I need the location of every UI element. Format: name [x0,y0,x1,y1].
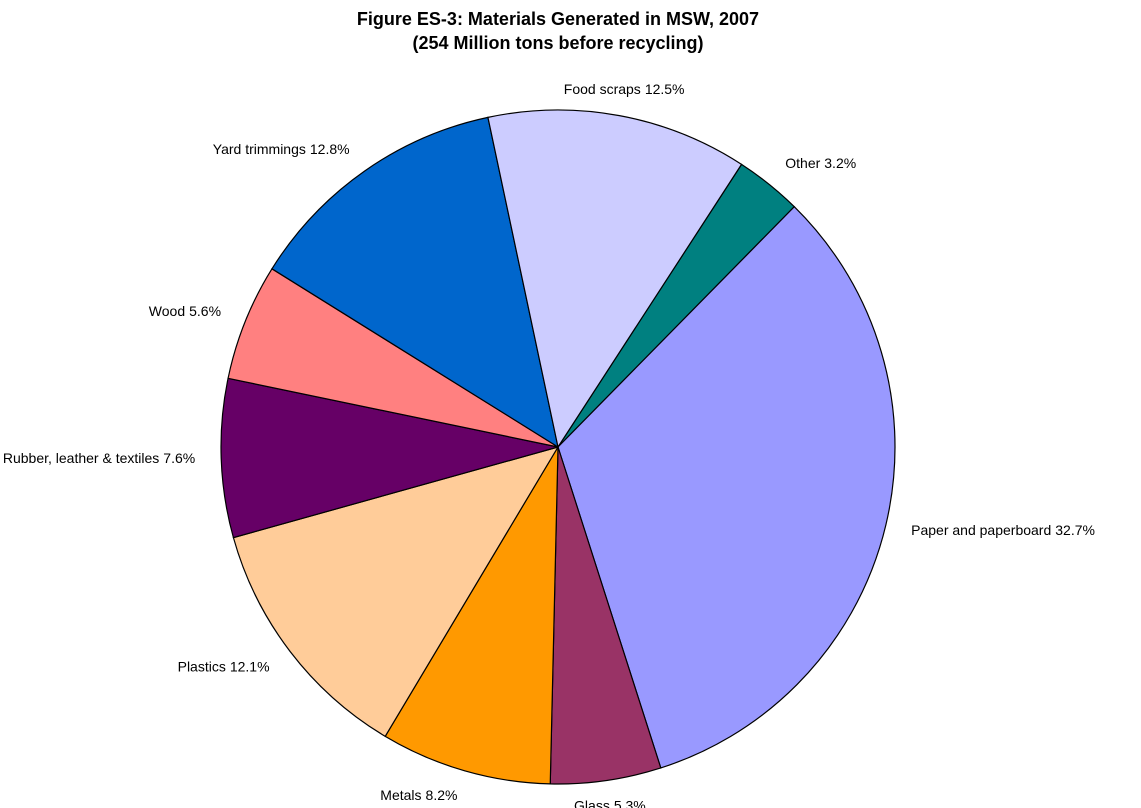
slice-label-name: Other [785,155,820,171]
slice-label-value: 8.2% [426,787,458,803]
slice-label-value: 3.2% [824,155,856,171]
slice-label: Food scraps 12.5% [564,81,685,97]
slice-label: Glass 5.3% [574,797,646,808]
slice-label-value: 32.7% [1055,522,1095,538]
slice-label-value: 12.5% [645,81,685,97]
chart-subtitle: (254 Million tons before recycling) [412,33,703,53]
slice-label-name: Paper and paperboard [911,522,1051,538]
slice-label: Paper and paperboard 32.7% [911,522,1095,538]
pie-slice [271,116,559,449]
slice-label: Yard trimmings 12.8% [213,140,350,156]
slice-label-name: Plastics [178,658,226,674]
slice-label-name: Wood [149,303,185,319]
pie-slice [487,109,743,449]
slice-label-value: 7.6% [163,450,195,466]
slice-label: Metals 8.2% [380,787,457,803]
slice-label: Rubber, leather & textiles 7.6% [3,450,195,466]
slice-label-value: 12.1% [230,658,270,674]
slice-label: Other 3.2% [785,155,856,171]
pie-slice [557,205,896,769]
slice-label-name: Glass [574,797,610,808]
chart-title: Figure ES-3: Materials Generated in MSW,… [357,9,759,29]
pie-slice [232,446,560,738]
slice-label-name: Yard trimmings [213,140,306,156]
slice-label-name: Food scraps [564,81,641,97]
slice-label-value: 12.8% [310,140,350,156]
slice-label-name: Rubber, leather & textiles [3,450,159,466]
slice-label: Wood 5.6% [149,303,221,319]
slice-label-value: 5.3% [614,797,646,808]
slice-label-name: Metals [380,787,421,803]
pie-slice [220,377,559,539]
pie-slice [384,444,559,785]
slice-label-value: 5.6% [189,303,221,319]
slice-label: Plastics 12.1% [178,658,270,674]
